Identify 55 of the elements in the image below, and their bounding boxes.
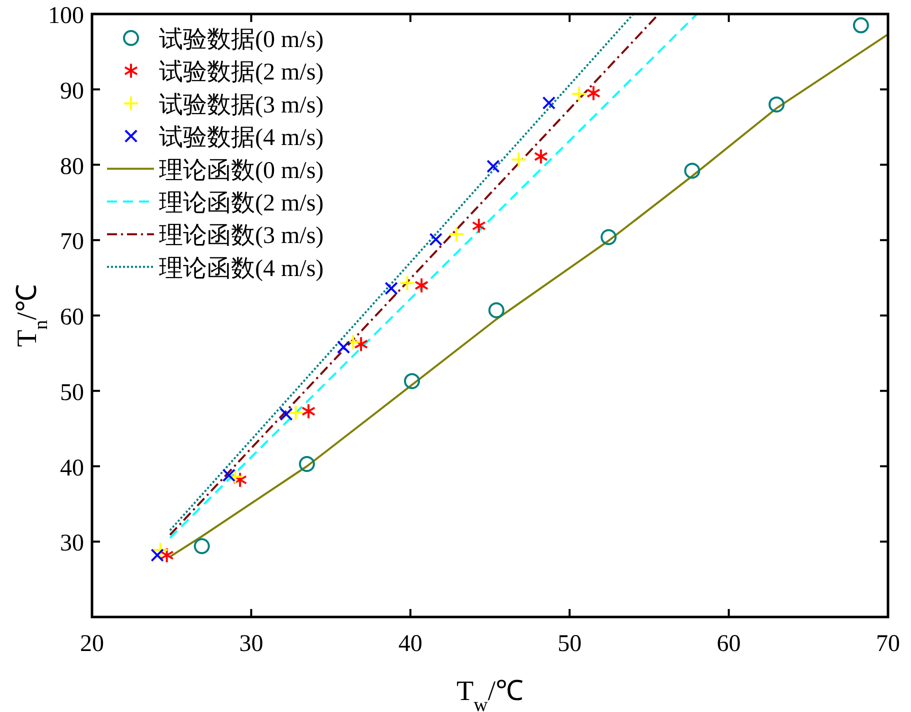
- point: [429, 232, 442, 246]
- point: [345, 334, 362, 350]
- point: [280, 408, 293, 421]
- point: [222, 468, 236, 482]
- y-tick-label: 80: [60, 154, 84, 180]
- x-axis-title: T$_{w}$/℃: [456, 676, 524, 712]
- point: [288, 404, 304, 421]
- point: [232, 472, 248, 488]
- x-tick-label: 60: [716, 631, 741, 657]
- legend-label: 理论函数(3 m/s): [159, 223, 324, 250]
- y-tick-label: 60: [60, 304, 84, 330]
- legend-label: 试验数据(2 m/s): [159, 60, 324, 86]
- y-tick-label: 30: [60, 530, 84, 557]
- x-tick-label: 30: [239, 631, 264, 657]
- y-tick-label: 40: [60, 455, 84, 482]
- point: [571, 86, 588, 102]
- point: [486, 160, 500, 173]
- point: [150, 548, 164, 562]
- point: [298, 456, 315, 472]
- point: [586, 85, 601, 102]
- legend-label: 理论函数(0 m/s): [159, 158, 324, 184]
- point: [336, 340, 350, 354]
- y-tick-label: 50: [60, 380, 84, 406]
- y-tick-label: 100: [48, 3, 84, 29]
- point: [488, 302, 504, 318]
- point: [404, 373, 420, 390]
- legend-label: 理论函数(2 m/s): [159, 190, 324, 216]
- point: [510, 151, 527, 168]
- legend-label: 试验数据(0 m/s): [159, 27, 324, 53]
- point: [399, 275, 416, 292]
- point: [301, 403, 316, 420]
- legend-label: 试验数据(3 m/s): [159, 92, 324, 118]
- point: [534, 148, 548, 164]
- x-tick-label: 50: [558, 631, 582, 657]
- point: [448, 226, 465, 242]
- point: [768, 96, 785, 112]
- point: [542, 96, 556, 110]
- x-tick-label: 20: [80, 631, 104, 657]
- point: [684, 162, 700, 179]
- x-tick-label: 40: [398, 631, 422, 657]
- legend-label: 试验数据(4 m/s): [159, 125, 324, 152]
- point: [152, 542, 168, 558]
- point: [384, 282, 398, 295]
- point: [414, 277, 429, 294]
- y-tick-label: 90: [60, 78, 84, 104]
- point: [194, 538, 210, 554]
- point: [472, 218, 486, 234]
- point: [852, 17, 869, 34]
- x-tick-label: 70: [876, 631, 900, 657]
- point: [160, 547, 174, 564]
- point: [227, 468, 244, 485]
- point: [600, 229, 617, 246]
- point: [354, 336, 368, 352]
- y-tick-label: 70: [60, 229, 84, 256]
- legend-label: 理论函数(4 m/s): [159, 256, 324, 282]
